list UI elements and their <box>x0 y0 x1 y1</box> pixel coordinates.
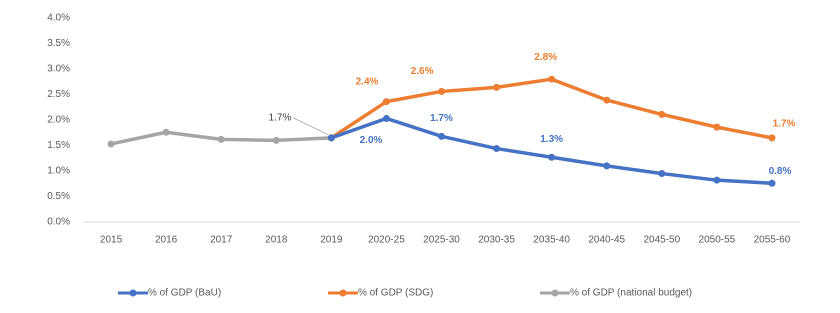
legend-marker <box>129 289 137 297</box>
point <box>107 140 115 148</box>
point <box>548 75 556 83</box>
legend-marker <box>339 289 347 297</box>
y-tick-label: 3.5% <box>47 38 70 49</box>
point <box>603 162 611 170</box>
x-tick-label: 2015 <box>100 235 123 246</box>
point <box>713 176 721 184</box>
leader-line <box>293 117 329 136</box>
x-tick-label: 2040-45 <box>588 235 625 246</box>
point <box>438 132 445 140</box>
y-tick-label: 4.0% <box>47 13 70 24</box>
data-label: 0.8% <box>769 166 792 177</box>
point <box>438 87 445 95</box>
point <box>768 179 776 187</box>
legend-marker <box>551 289 559 297</box>
data-label: 1.3% <box>540 134 563 145</box>
x-tick-label: 2055-60 <box>754 235 791 246</box>
data-label: 1.7% <box>269 112 292 123</box>
x-tick-label: 2030-35 <box>478 235 515 246</box>
point <box>327 134 335 142</box>
legend-label: % of GDP (BaU) <box>148 288 221 299</box>
data-label: 2.4% <box>356 76 379 87</box>
point <box>548 153 556 161</box>
data-label: 2.6% <box>411 66 434 77</box>
data-label: 1.7% <box>430 113 453 124</box>
point <box>217 135 225 143</box>
point <box>382 114 390 122</box>
x-tick-label: 2016 <box>155 235 178 246</box>
y-tick-label: 1.5% <box>47 140 70 151</box>
data-label: 2.0% <box>360 135 383 146</box>
x-tick-label: 2035-40 <box>533 235 570 246</box>
point <box>658 170 666 178</box>
legend-label: % of GDP (SDG) <box>358 288 433 299</box>
x-tick-label: 2020-25 <box>368 235 405 246</box>
x-tick-label: 2018 <box>265 235 288 246</box>
point <box>272 136 280 144</box>
point <box>162 128 170 136</box>
point <box>493 83 501 91</box>
point <box>382 98 390 106</box>
y-tick-label: 3.0% <box>47 64 70 75</box>
y-tick-label: 1.0% <box>47 166 70 177</box>
x-tick-label: 2019 <box>320 235 343 246</box>
x-tick-label: 2050-55 <box>699 235 736 246</box>
series-line <box>330 116 773 185</box>
y-tick-label: 2.5% <box>47 89 70 100</box>
x-tick-label: 2025-30 <box>423 235 460 246</box>
point <box>603 96 611 104</box>
data-label: 2.8% <box>534 52 557 63</box>
data-label: 1.7% <box>773 118 796 129</box>
y-tick-label: 0.5% <box>47 191 70 202</box>
series-line <box>330 77 773 140</box>
x-tick-label: 2017 <box>210 235 233 246</box>
y-tick-label: 0.0% <box>47 217 70 228</box>
point <box>713 123 721 131</box>
legend-label: % of GDP (national budget) <box>570 288 692 299</box>
x-tick-label: 2045-50 <box>643 235 680 246</box>
point <box>493 145 501 153</box>
point <box>658 110 666 118</box>
y-tick-label: 2.0% <box>47 115 70 126</box>
point <box>768 134 776 142</box>
